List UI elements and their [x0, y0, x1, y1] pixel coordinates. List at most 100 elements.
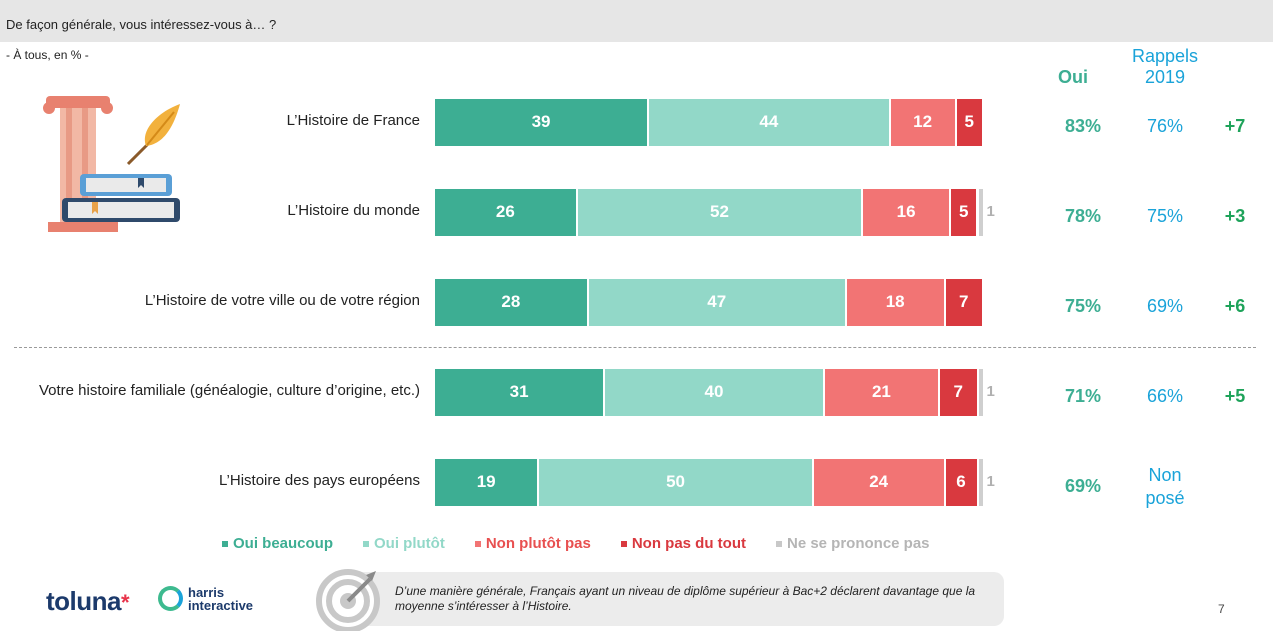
evolution-value: +6 [1224, 296, 1246, 316]
data-label-non-pas-du-tout: 7 [953, 382, 964, 401]
oui-total: 75% [1064, 296, 1102, 316]
rappel-not-asked-line2: posé [1145, 488, 1185, 508]
rappel-2019-value: 76% [1146, 116, 1184, 136]
legend-label-oui-plutot: Oui plutôt [374, 535, 445, 552]
bar-segment-non-pas-du-tout: 5 [956, 98, 982, 146]
data-label-oui-beaucoup: 39 [531, 112, 551, 131]
legend-item-ne-se-prononce-pas: Ne se prononce pas [775, 535, 930, 552]
toluna-logo-text: toluna [46, 586, 122, 616]
evolution-value: +3 [1224, 206, 1246, 226]
data-label-non-plutot-pas: 16 [896, 202, 916, 221]
chart-legend: Oui beaucoup Oui plutôt Non plutôt pas N… [222, 535, 930, 552]
rappel-2019-not-asked: Non posé [1125, 464, 1205, 510]
data-label-oui-beaucoup: 31 [509, 382, 529, 401]
harris-circle-icon [158, 586, 183, 611]
insight-note-box [340, 572, 1004, 626]
oui-total: 78% [1064, 206, 1102, 226]
data-label-non-plutot-pas: 21 [871, 382, 891, 401]
oui-total: 71% [1064, 386, 1102, 406]
bar-segment-oui-beaucoup: 19 [435, 458, 538, 506]
toluna-logo: toluna* [46, 586, 130, 617]
bar-segment-ne-se-prononce-pas [978, 188, 983, 236]
question-text: De façon générale, vous intéressez-vous … [6, 17, 277, 32]
data-label-oui-plutot: 44 [759, 112, 779, 131]
data-label-non-pas-du-tout: 7 [959, 292, 969, 311]
category-label: L’Histoire de votre ville ou de votre ré… [144, 292, 420, 309]
evolution-value: +7 [1224, 116, 1246, 136]
bar-segment-non-plutot-pas: 12 [890, 98, 955, 146]
data-label-non-pas-du-tout: 6 [956, 472, 966, 491]
data-label-non-pas-du-tout: 5 [964, 112, 974, 131]
bar-segment-oui-beaucoup: 28 [435, 278, 587, 326]
section-divider [14, 347, 1256, 348]
category-label: L’Histoire des pays européens [219, 472, 420, 489]
bar-segment-oui-plutot: 44 [649, 98, 889, 146]
data-label-non-pas-du-tout: 5 [959, 202, 969, 221]
page-number: 7 [1218, 602, 1225, 616]
rappel-2019-value: 69% [1146, 296, 1184, 316]
legend-item-non-plutot-pas: Non plutôt pas [474, 535, 591, 552]
data-label-oui-plutot: 50 [666, 472, 685, 491]
column-header-oui: Oui [1058, 67, 1088, 87]
data-label-non-plutot-pas: 12 [913, 112, 933, 131]
legend-item-non-pas-du-tout: Non pas du tout [620, 535, 746, 552]
bar-segment-oui-plutot: 50 [539, 458, 812, 506]
data-label-oui-beaucoup: 19 [476, 472, 496, 491]
rappel-2019-value: 75% [1146, 206, 1184, 226]
category-label: L’Histoire du monde [287, 202, 420, 219]
bar-segment-oui-beaucoup: 31 [435, 368, 604, 416]
toluna-star-icon: * [121, 590, 130, 615]
legend-swatch-oui-beaucoup [222, 540, 228, 547]
legend-label-ne-se-prononce-pas: Ne se prononce pas [786, 535, 930, 552]
data-label-non-plutot-pas: 24 [869, 472, 889, 491]
rappel-not-asked-line1: Non [1148, 465, 1182, 485]
bar-segment-oui-plutot: 52 [577, 188, 862, 236]
bar-segment-non-pas-du-tout: 7 [945, 278, 982, 326]
harris-logo-line2: interactive [188, 598, 254, 613]
legend-label-non-plutot-pas: Non plutôt pas [485, 535, 591, 552]
data-label-oui-plutot: 40 [704, 382, 724, 401]
history-illustration-icon [43, 96, 180, 232]
bar-segment-non-plutot-pas: 18 [846, 278, 944, 326]
insight-note-text: D’une manière générale, Français ayant u… [395, 584, 976, 613]
rappel-2019-value: 66% [1146, 386, 1184, 406]
harris-interactive-logo: harris interactive [188, 586, 253, 612]
category-label: L’Histoire de France [286, 112, 420, 129]
evolution-value: +5 [1224, 386, 1246, 406]
bar-segment-ne-se-prononce-pas [978, 368, 983, 416]
legend-swatch-oui-plutot [363, 540, 370, 547]
bar-segment-non-pas-du-tout: 6 [945, 458, 977, 506]
bar-segment-non-plutot-pas: 21 [824, 368, 939, 416]
legend-label-non-pas-du-tout: Non pas du tout [631, 535, 746, 552]
data-label-oui-beaucoup: 26 [495, 202, 515, 221]
bar-segment-oui-plutot: 47 [588, 278, 845, 326]
data-label-ne-se-prononce-pas: 1 [986, 203, 995, 220]
bar-segment-oui-beaucoup: 26 [435, 188, 576, 236]
category-label: Votre histoire familiale (généalogie, cu… [38, 382, 420, 399]
data-label-ne-se-prononce-pas: 1 [986, 383, 995, 400]
legend-item-oui-beaucoup: Oui beaucoup [222, 535, 333, 552]
data-label-oui-plutot: 52 [710, 202, 729, 221]
bar-segment-ne-se-prononce-pas [978, 458, 983, 506]
data-label-oui-beaucoup: 28 [501, 292, 521, 311]
legend-item-oui-plutot: Oui plutôt [363, 535, 445, 552]
column-header-rappels-line1: Rappels [1131, 46, 1199, 66]
bar-segment-oui-plutot: 40 [605, 368, 823, 416]
legend-label-oui-beaucoup: Oui beaucoup [233, 535, 334, 552]
bar-segment-oui-beaucoup: 39 [435, 98, 648, 146]
legend-swatch-non-pas-du-tout [620, 540, 627, 547]
bar-segment-non-plutot-pas: 16 [863, 188, 950, 236]
harris-logo-line1: harris [188, 585, 225, 600]
data-label-ne-se-prononce-pas: 1 [986, 473, 995, 490]
data-label-non-plutot-pas: 18 [885, 292, 905, 311]
legend-swatch-ne-se-prononce-pas [775, 540, 782, 547]
oui-total: 69% [1064, 476, 1102, 496]
data-label-oui-plutot: 47 [707, 292, 727, 311]
bar-segment-non-plutot-pas: 24 [813, 458, 944, 506]
column-header-rappels: Rappels 2019 [1115, 46, 1215, 88]
legend-swatch-non-plutot-pas [474, 540, 481, 547]
column-header-rappels-line2: 2019 [1144, 67, 1186, 87]
question-bar [0, 0, 1273, 42]
bar-segment-non-pas-du-tout: 5 [951, 188, 977, 236]
base-text: - À tous, en % - [6, 48, 89, 62]
